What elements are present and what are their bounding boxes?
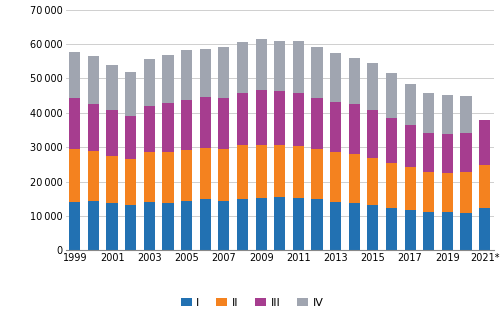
Bar	[386, 208, 397, 250]
Bar	[106, 156, 117, 203]
Bar	[200, 199, 211, 250]
Bar	[237, 93, 248, 145]
Bar	[293, 92, 304, 146]
Bar	[423, 212, 434, 250]
Bar	[181, 100, 192, 150]
Bar	[218, 98, 229, 149]
Bar	[423, 133, 434, 172]
Bar	[311, 149, 323, 199]
Bar	[125, 205, 136, 250]
Bar	[200, 49, 211, 97]
Bar	[88, 104, 99, 151]
Bar	[144, 106, 155, 152]
Bar	[460, 213, 472, 250]
Bar	[162, 152, 173, 203]
Bar	[69, 149, 81, 202]
Bar	[218, 47, 229, 98]
Bar	[256, 39, 267, 90]
Bar	[144, 202, 155, 250]
Bar	[125, 72, 136, 116]
Bar	[442, 212, 453, 250]
Bar	[460, 96, 472, 134]
Bar	[293, 146, 304, 198]
Bar	[386, 73, 397, 117]
Bar	[237, 42, 248, 93]
Bar	[200, 97, 211, 148]
Bar	[181, 150, 192, 201]
Bar	[405, 168, 416, 210]
Bar	[367, 110, 379, 158]
Bar	[405, 84, 416, 125]
Bar	[88, 151, 99, 201]
Bar	[442, 173, 453, 212]
Bar	[330, 53, 341, 102]
Bar	[144, 152, 155, 202]
Bar	[69, 98, 81, 149]
Bar	[423, 93, 434, 133]
Bar	[162, 203, 173, 250]
Bar	[460, 134, 472, 172]
Bar	[349, 154, 360, 203]
Bar	[293, 41, 304, 92]
Bar	[69, 52, 81, 98]
Bar	[367, 63, 379, 110]
Bar	[479, 120, 490, 165]
Bar	[274, 145, 285, 197]
Bar	[218, 149, 229, 201]
Bar	[256, 90, 267, 145]
Bar	[256, 145, 267, 198]
Bar	[367, 158, 379, 205]
Bar	[88, 201, 99, 250]
Bar	[88, 56, 99, 104]
Bar	[274, 40, 285, 91]
Bar	[181, 50, 192, 100]
Bar	[311, 199, 323, 250]
Bar	[386, 163, 397, 208]
Bar	[237, 145, 248, 199]
Bar	[218, 201, 229, 250]
Bar	[349, 58, 360, 104]
Bar	[237, 199, 248, 250]
Bar	[69, 202, 81, 250]
Bar	[330, 202, 341, 250]
Bar	[125, 116, 136, 159]
Bar	[460, 172, 472, 213]
Bar	[423, 172, 434, 212]
Bar	[311, 48, 323, 98]
Bar	[293, 198, 304, 250]
Bar	[442, 95, 453, 134]
Legend: I, II, III, IV: I, II, III, IV	[176, 293, 328, 312]
Bar	[311, 98, 323, 149]
Bar	[386, 117, 397, 163]
Bar	[144, 59, 155, 106]
Bar	[200, 148, 211, 199]
Bar	[349, 203, 360, 250]
Bar	[349, 104, 360, 154]
Bar	[256, 198, 267, 250]
Bar	[106, 110, 117, 156]
Bar	[106, 65, 117, 110]
Bar	[125, 159, 136, 205]
Bar	[367, 205, 379, 250]
Bar	[162, 103, 173, 152]
Bar	[274, 197, 285, 250]
Bar	[330, 102, 341, 152]
Bar	[162, 55, 173, 103]
Bar	[330, 152, 341, 202]
Bar	[405, 125, 416, 168]
Bar	[405, 210, 416, 250]
Bar	[479, 208, 490, 250]
Bar	[442, 134, 453, 173]
Bar	[479, 165, 490, 208]
Bar	[274, 91, 285, 145]
Bar	[181, 201, 192, 250]
Bar	[106, 203, 117, 250]
